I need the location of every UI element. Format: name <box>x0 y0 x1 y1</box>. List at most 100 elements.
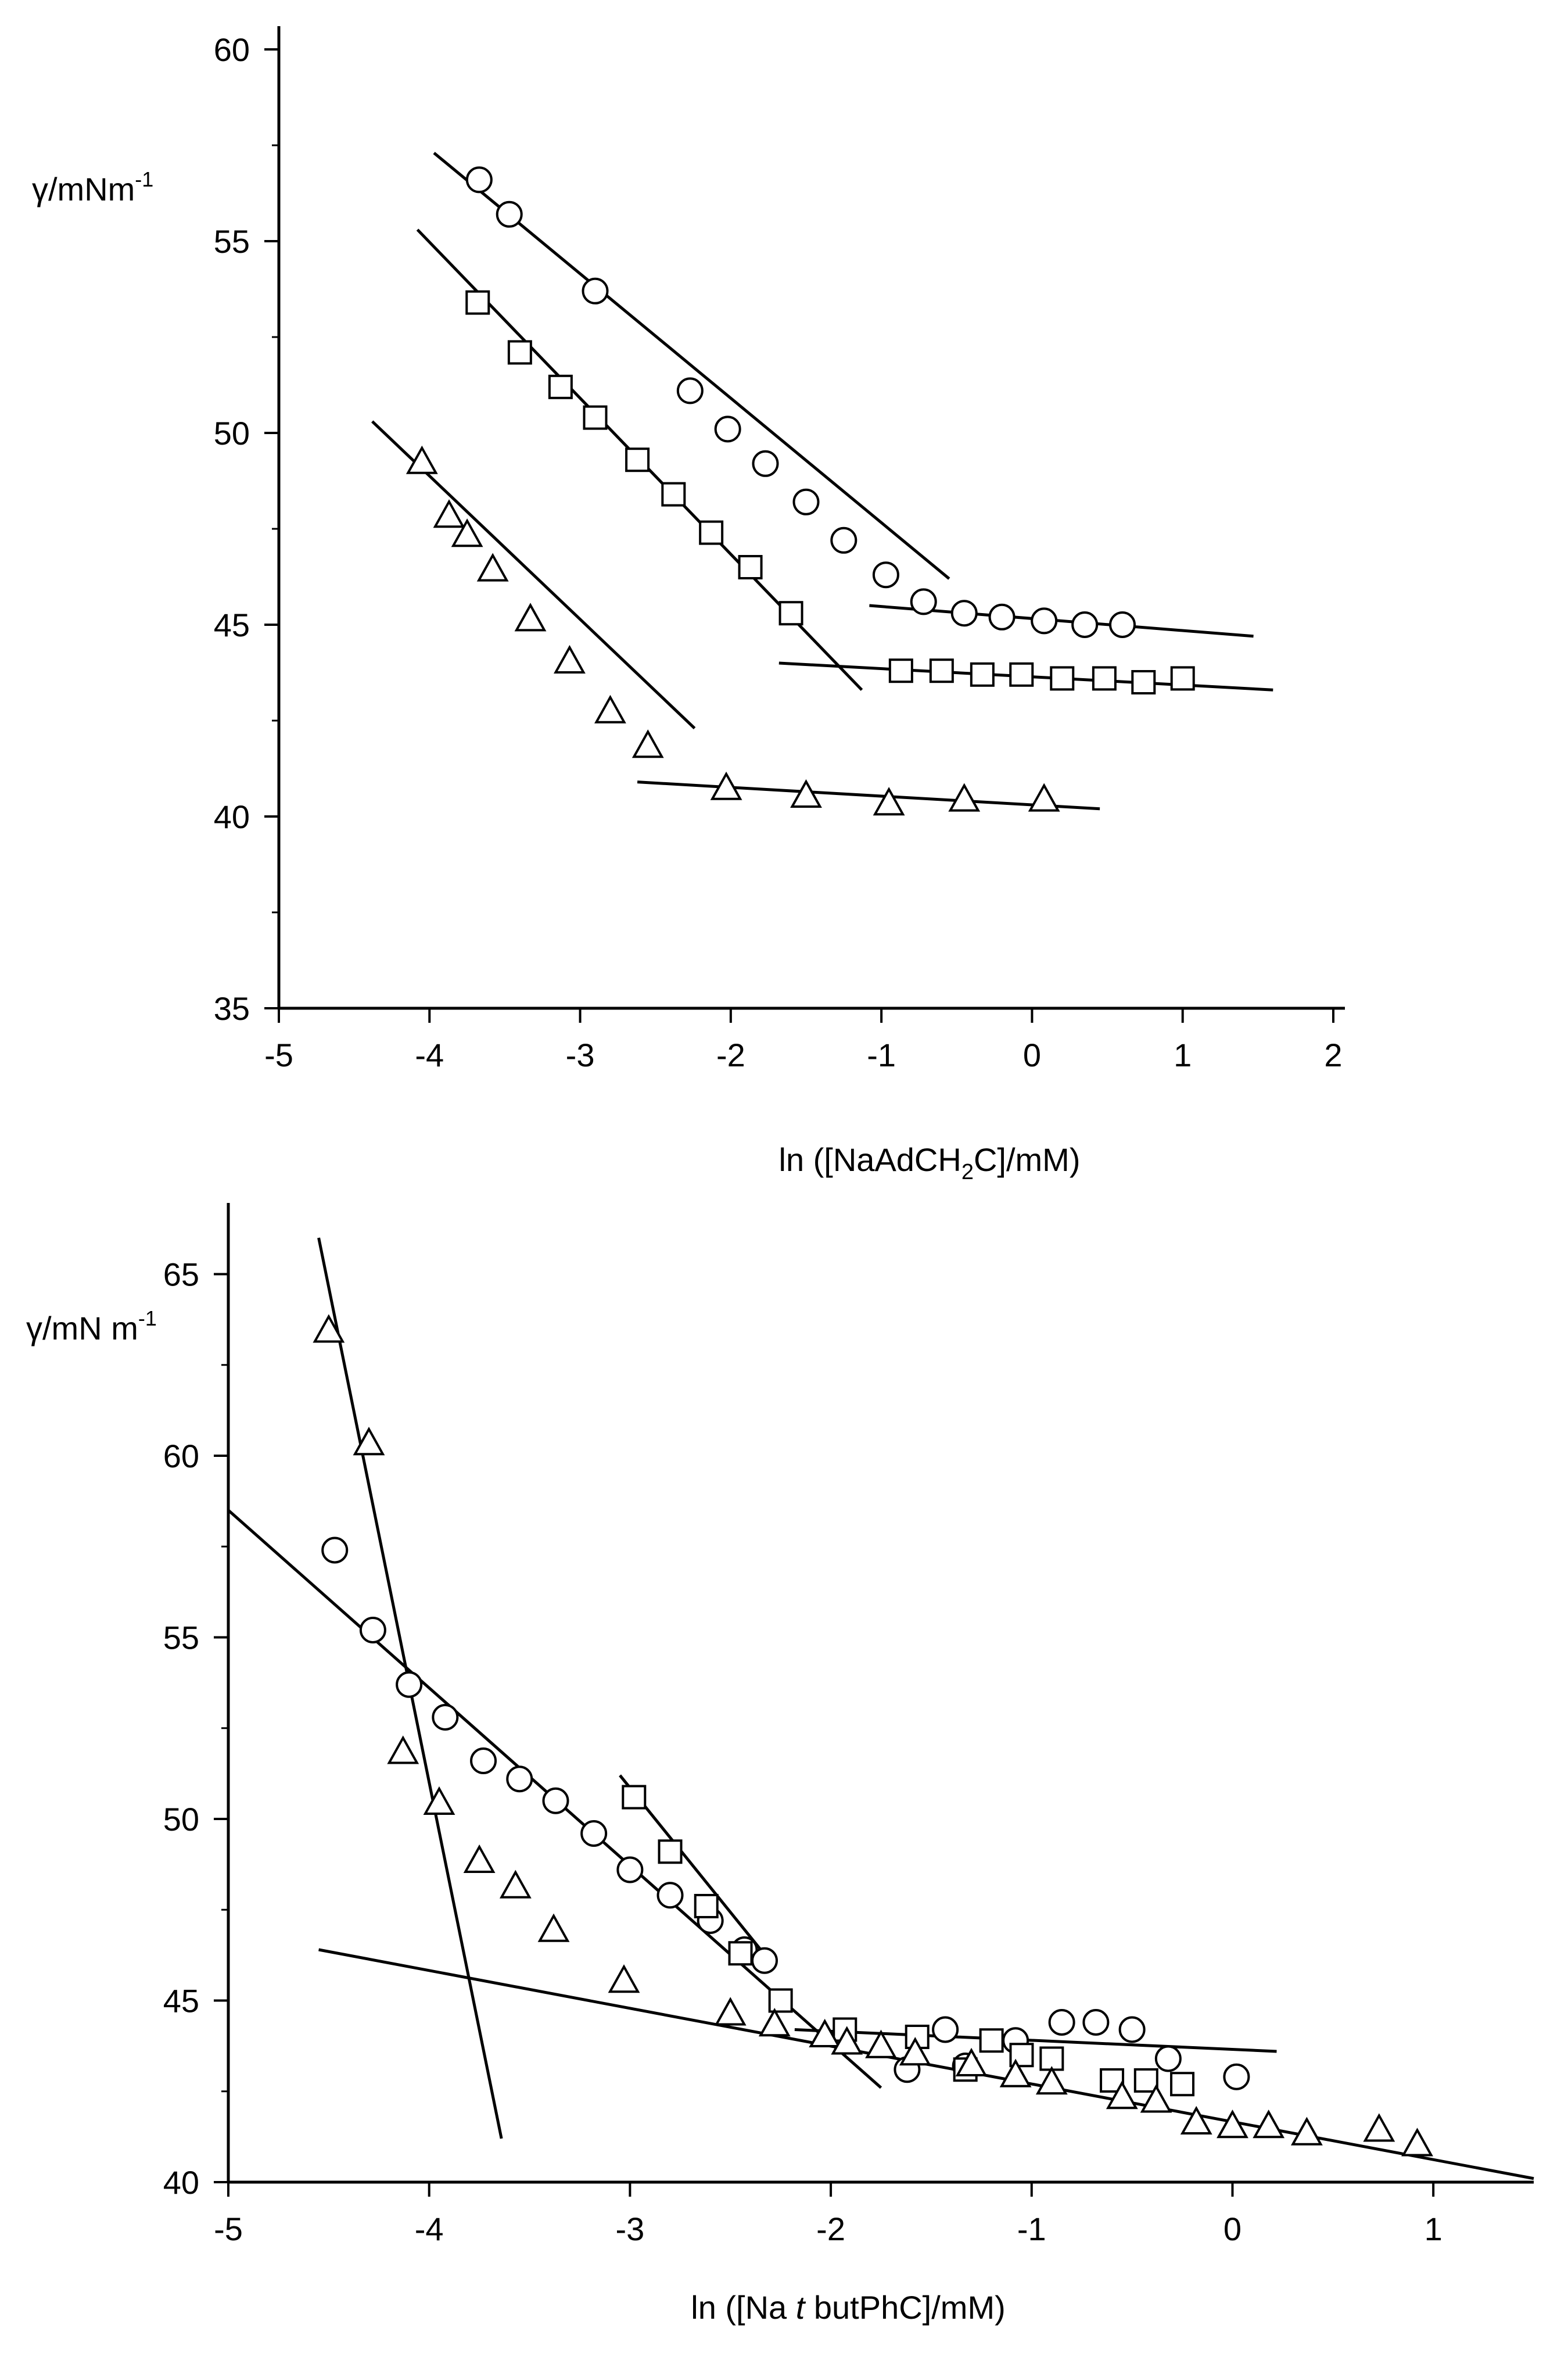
data-point-circle <box>432 1704 459 1731</box>
fit-line <box>637 780 1100 811</box>
data-point-square <box>888 658 913 683</box>
data-point-square <box>1170 2072 1195 2097</box>
data-point-square <box>1170 666 1195 691</box>
x-tick-label: 2 <box>1324 1037 1342 1073</box>
data-point-triangle <box>353 1427 385 1456</box>
x-axis-title: ln ([Na t butPhC]/mM) <box>691 2289 1005 2326</box>
data-point-triangle <box>1035 2066 1068 2095</box>
data-point-circle <box>496 200 523 228</box>
data-point-circle <box>470 1747 497 1774</box>
data-point-triangle <box>1180 2105 1212 2134</box>
data-point-square <box>658 1839 683 1864</box>
data-point-triangle <box>948 783 981 812</box>
data-point-square <box>778 601 803 626</box>
y-tick-label: 40 <box>214 798 250 835</box>
data-point-circle <box>1031 607 1058 635</box>
y-axis-title: γ/mN m-1 <box>26 1306 157 1346</box>
data-point-square <box>1092 666 1117 691</box>
chart-top: γ/mNm-1 ln ([NaAdCH2C]/mM) -5 -4 -3 -2 -1 0 1 2… <box>32 26 1345 1184</box>
data-point-circle <box>465 166 493 194</box>
data-point-square <box>728 1941 753 1966</box>
x-tick-label: -5 <box>214 2211 243 2247</box>
y-tick-label: 60 <box>214 31 250 68</box>
data-point-circle <box>616 1856 644 1883</box>
data-point-circle <box>656 1882 684 1909</box>
data-point-circle <box>910 588 937 615</box>
y-tick-label: 40 <box>163 2164 199 2201</box>
data-point-triangle <box>608 1964 640 1993</box>
data-point-triangle <box>463 1844 496 1873</box>
y-tick-label: 50 <box>214 415 250 452</box>
data-point-triangle <box>387 1735 419 1764</box>
x-tick-label: 1 <box>1425 2211 1443 2247</box>
x-tick-label: -3 <box>566 1037 595 1073</box>
data-point-square <box>768 1988 793 2013</box>
data-point-square <box>1050 666 1075 691</box>
data-point-square <box>929 658 954 683</box>
data-point-triangle <box>1217 2110 1248 2139</box>
data-point-triangle <box>554 644 586 674</box>
data-point-triangle <box>476 553 509 582</box>
y-tick-label: 45 <box>214 607 250 643</box>
data-point-circle <box>751 1947 778 1974</box>
data-point-square <box>625 447 650 472</box>
data-point-triangle <box>1253 2110 1285 2139</box>
data-point-circle <box>1223 2063 1250 2090</box>
x-tick-label: -1 <box>867 1037 896 1073</box>
data-point-circle <box>542 1787 569 1814</box>
data-point-square <box>1133 2068 1158 2093</box>
data-point-circle <box>582 277 609 305</box>
data-point-circle <box>792 488 820 515</box>
data-point-square <box>979 2028 1004 2053</box>
data-point-square <box>970 662 995 687</box>
data-point-triangle <box>537 1913 570 1942</box>
y-axis-title: γ/mNm-1 <box>32 167 153 207</box>
x-tick-label: -1 <box>1017 2211 1046 2247</box>
data-point-triangle <box>899 2037 931 2066</box>
y-tick-label: 45 <box>163 1983 199 2019</box>
data-point-triangle <box>514 603 547 632</box>
fit-line <box>433 152 950 580</box>
y-tick-label: 60 <box>163 1438 199 1474</box>
data-point-triangle <box>1106 2080 1138 2110</box>
data-point-circle <box>932 2016 959 2043</box>
data-point-triangle <box>790 779 822 808</box>
data-point-triangle <box>999 2058 1032 2087</box>
data-point-triangle <box>873 787 905 816</box>
data-point-triangle <box>714 1997 747 2026</box>
data-point-triangle <box>1401 2128 1433 2157</box>
data-point-square <box>1009 662 1034 687</box>
data-point-circle <box>321 1537 349 1564</box>
data-point-circle <box>714 416 741 443</box>
y-tick-label: 55 <box>214 223 250 260</box>
data-point-circle <box>1071 611 1099 638</box>
x-tick-label: -2 <box>716 1037 745 1073</box>
x-tick-label: 0 <box>1223 2211 1242 2247</box>
x-tick-label: -2 <box>816 2211 845 2247</box>
data-point-triangle <box>865 2029 897 2058</box>
data-point-circle <box>396 1671 423 1698</box>
data-point-triangle <box>313 1314 345 1343</box>
data-point-triangle <box>758 2008 791 2037</box>
data-point-triangle <box>451 518 483 547</box>
x-tick-label: 0 <box>1023 1037 1041 1073</box>
data-point-triangle <box>809 2018 841 2047</box>
data-point-triangle <box>1140 2084 1172 2113</box>
data-point-square <box>694 1894 719 1918</box>
data-point-circle <box>1109 611 1136 638</box>
x-axis-title: ln ([NaAdCH2C]/mM) <box>779 1141 1081 1184</box>
x-tick-label: -3 <box>615 2211 644 2247</box>
data-point-square <box>1131 670 1156 694</box>
x-tick-label: -4 <box>415 1037 444 1073</box>
data-point-circle <box>506 1765 533 1793</box>
y-tick-label: 35 <box>214 990 250 1027</box>
data-point-triangle <box>423 1786 455 1815</box>
y-tick-label: 65 <box>163 1256 199 1293</box>
data-point-circle <box>830 527 857 554</box>
data-point-square <box>738 555 763 579</box>
data-point-square <box>465 290 490 315</box>
x-tick-label: 1 <box>1174 1037 1192 1073</box>
data-point-circle <box>950 600 978 627</box>
